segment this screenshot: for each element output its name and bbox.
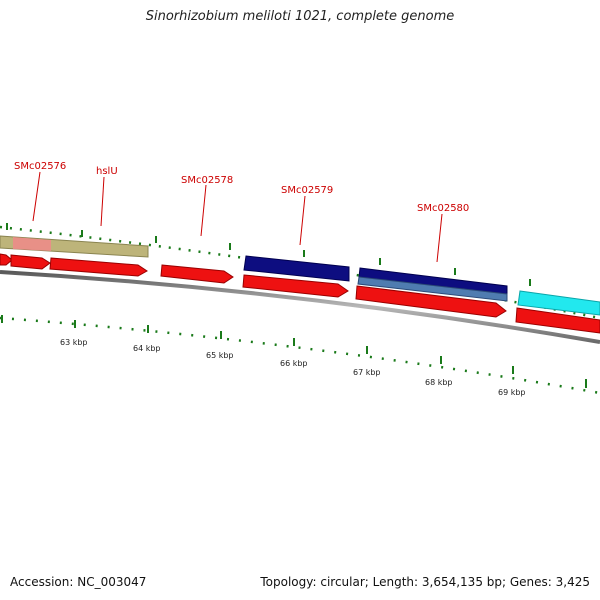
- protein-feature-dark[interactable]: [243, 255, 350, 282]
- feature-track: [0, 235, 600, 316]
- genome-backbone: [0, 270, 600, 344]
- gene-labels: SMc02576 hslU SMc02578 SMc02579 SMc02580: [14, 161, 469, 214]
- gene-label[interactable]: hslU: [96, 166, 118, 177]
- kbp-label: 67 kbp: [353, 368, 381, 377]
- kbp-label: 69 kbp: [498, 388, 526, 397]
- cds-arrow[interactable]: [242, 274, 349, 298]
- cds-arrow[interactable]: [160, 264, 234, 284]
- cds-arrow[interactable]: [515, 307, 600, 334]
- kbp-labels: 63 kbp 64 kbp 65 kbp 66 kbp 67 kbp 68 kb…: [60, 338, 526, 397]
- protein-feature-cyan[interactable]: [517, 290, 600, 316]
- kbp-label: 63 kbp: [60, 338, 88, 347]
- gene-callouts: [32, 171, 443, 263]
- gene-label[interactable]: SMc02579: [281, 185, 333, 196]
- cds-track: [0, 253, 600, 334]
- kbp-label: 68 kbp: [425, 378, 453, 387]
- gene-label[interactable]: SMc02578: [181, 175, 233, 186]
- map-title: Sinorhizobium meliloti 1021, complete ge…: [145, 9, 455, 24]
- cds-arrow[interactable]: [355, 285, 507, 318]
- kbp-label: 65 kbp: [206, 351, 234, 360]
- kbp-label: 64 kbp: [133, 344, 161, 353]
- kbp-label: 66 kbp: [280, 359, 308, 368]
- outer-tick-ring: [0, 223, 600, 320]
- gene-label[interactable]: SMc02576: [14, 161, 66, 172]
- pink-feature[interactable]: [13, 237, 51, 251]
- accession-text: Accession: NC_003047: [10, 575, 147, 589]
- protein-feature-light[interactable]: [357, 276, 508, 302]
- cds-arrow[interactable]: [10, 254, 51, 270]
- cds-arrow[interactable]: [0, 253, 13, 266]
- genome-stats-text: Topology: circular; Length: 3,654,135 bp…: [260, 575, 590, 589]
- cds-arrow[interactable]: [49, 257, 148, 277]
- inner-tick-ring: [0, 315, 600, 395]
- gene-label[interactable]: SMc02580: [417, 203, 469, 214]
